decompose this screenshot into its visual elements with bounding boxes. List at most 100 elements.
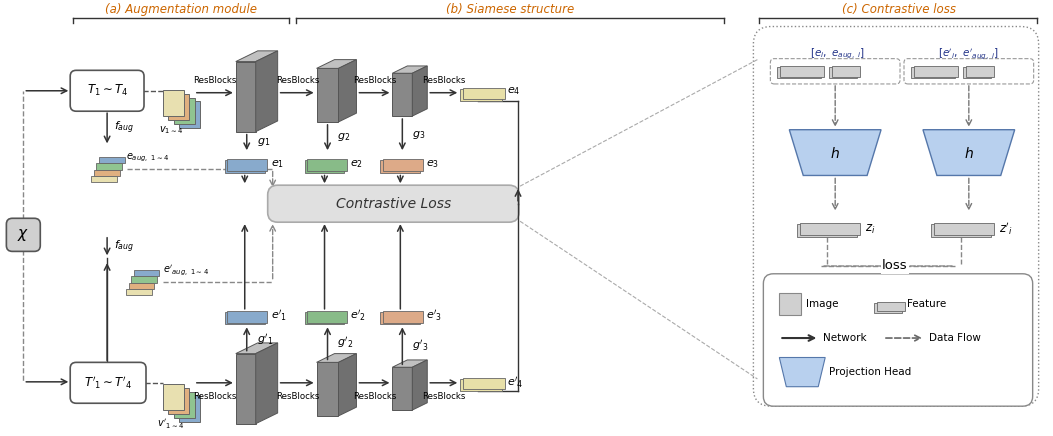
Bar bbox=[174, 392, 195, 418]
Text: (a) Augmentation module: (a) Augmentation module bbox=[105, 3, 257, 16]
Bar bbox=[168, 388, 190, 414]
Text: $g'_1$: $g'_1$ bbox=[257, 331, 273, 347]
Text: $T'_1 \sim T'_4$: $T'_1 \sim T'_4$ bbox=[84, 375, 133, 391]
Polygon shape bbox=[922, 129, 1015, 175]
Bar bbox=[460, 379, 502, 391]
Text: $e_3$: $e_3$ bbox=[426, 158, 439, 170]
Text: ResBlocks: ResBlocks bbox=[422, 76, 465, 85]
Bar bbox=[307, 310, 347, 323]
Bar bbox=[163, 384, 184, 410]
Text: $e'_3$: $e'_3$ bbox=[426, 308, 442, 323]
Text: $T_1 \sim T_4$: $T_1 \sim T_4$ bbox=[86, 83, 127, 99]
Text: $h$: $h$ bbox=[963, 146, 974, 160]
Polygon shape bbox=[256, 343, 278, 424]
Polygon shape bbox=[317, 68, 338, 122]
Text: Image: Image bbox=[807, 299, 839, 309]
Text: ResBlocks: ResBlocks bbox=[276, 392, 319, 401]
Bar bbox=[966, 66, 994, 77]
FancyBboxPatch shape bbox=[71, 362, 146, 403]
Polygon shape bbox=[236, 61, 256, 132]
Text: Feature: Feature bbox=[907, 299, 947, 309]
Bar bbox=[460, 89, 502, 101]
Bar bbox=[128, 283, 155, 289]
Text: $e_1$: $e_1$ bbox=[271, 158, 283, 170]
Bar bbox=[94, 170, 120, 176]
Bar bbox=[380, 160, 420, 173]
Polygon shape bbox=[236, 51, 278, 61]
Text: $z'_i$: $z'_i$ bbox=[998, 221, 1013, 237]
Bar bbox=[96, 164, 122, 170]
Text: $e'_4$: $e'_4$ bbox=[508, 375, 523, 390]
Bar bbox=[874, 303, 902, 313]
Bar bbox=[179, 395, 200, 422]
Text: $g_2$: $g_2$ bbox=[338, 132, 351, 143]
Polygon shape bbox=[338, 354, 357, 416]
Text: ResBlocks: ResBlocks bbox=[353, 76, 396, 85]
FancyBboxPatch shape bbox=[763, 274, 1033, 406]
Bar bbox=[462, 378, 504, 389]
Bar bbox=[92, 176, 117, 182]
Text: Network: Network bbox=[823, 333, 867, 343]
Text: (b) Siamese structure: (b) Siamese structure bbox=[445, 3, 574, 16]
Bar bbox=[380, 312, 420, 324]
Bar bbox=[934, 223, 994, 235]
Bar bbox=[797, 224, 857, 237]
Text: Data Flow: Data Flow bbox=[929, 333, 980, 343]
Bar bbox=[304, 160, 344, 173]
Bar bbox=[779, 293, 801, 315]
Bar bbox=[99, 157, 124, 164]
Bar bbox=[832, 66, 860, 77]
Text: $z_i$: $z_i$ bbox=[866, 222, 875, 235]
Bar bbox=[931, 224, 991, 237]
Bar bbox=[911, 68, 955, 78]
Bar bbox=[304, 312, 344, 324]
Bar bbox=[131, 276, 157, 283]
Text: ResBlocks: ResBlocks bbox=[193, 392, 237, 401]
Text: $e'_1$: $e'_1$ bbox=[271, 308, 286, 323]
Bar bbox=[462, 88, 504, 99]
Bar bbox=[800, 223, 860, 235]
Polygon shape bbox=[413, 360, 428, 410]
Polygon shape bbox=[393, 66, 428, 73]
Polygon shape bbox=[790, 129, 881, 175]
FancyBboxPatch shape bbox=[753, 27, 1038, 406]
Bar bbox=[134, 270, 159, 276]
Text: $e_2$: $e_2$ bbox=[351, 158, 363, 170]
Polygon shape bbox=[393, 360, 428, 367]
Polygon shape bbox=[317, 60, 357, 68]
Text: $v'_{1\sim4}$: $v'_{1\sim4}$ bbox=[157, 418, 184, 431]
Bar bbox=[307, 159, 347, 171]
Text: $\chi$: $\chi$ bbox=[17, 227, 29, 243]
Polygon shape bbox=[317, 354, 357, 362]
Bar bbox=[224, 160, 264, 173]
Bar bbox=[383, 159, 422, 171]
Bar bbox=[224, 312, 264, 324]
Bar bbox=[126, 289, 152, 295]
Bar bbox=[163, 90, 184, 116]
FancyBboxPatch shape bbox=[267, 185, 519, 222]
Text: $e'_{aug,\ 1\sim4}$: $e'_{aug,\ 1\sim4}$ bbox=[163, 264, 208, 278]
Bar bbox=[174, 98, 195, 124]
Text: $g'_2$: $g'_2$ bbox=[338, 335, 354, 351]
Bar bbox=[962, 68, 991, 78]
Polygon shape bbox=[779, 358, 826, 387]
Text: ResBlocks: ResBlocks bbox=[422, 392, 465, 401]
Bar bbox=[168, 94, 190, 120]
Bar bbox=[179, 102, 200, 128]
Text: $g_3$: $g_3$ bbox=[413, 129, 425, 140]
Text: ResBlocks: ResBlocks bbox=[193, 76, 237, 85]
Polygon shape bbox=[393, 367, 413, 410]
Polygon shape bbox=[413, 66, 428, 116]
Text: $g'_3$: $g'_3$ bbox=[413, 338, 429, 353]
Text: $e'_2$: $e'_2$ bbox=[351, 308, 366, 323]
Text: $[e_i,\ e_{aug,\ i}]$: $[e_i,\ e_{aug,\ i}]$ bbox=[810, 47, 865, 61]
Bar bbox=[780, 66, 824, 77]
Polygon shape bbox=[236, 343, 278, 354]
Polygon shape bbox=[393, 73, 413, 116]
Text: $f_{aug}$: $f_{aug}$ bbox=[114, 238, 135, 255]
Bar bbox=[914, 66, 958, 77]
Text: $f_{aug}$: $f_{aug}$ bbox=[114, 119, 135, 136]
Text: ResBlocks: ResBlocks bbox=[276, 76, 319, 85]
Bar bbox=[383, 310, 422, 323]
Bar bbox=[877, 302, 905, 311]
